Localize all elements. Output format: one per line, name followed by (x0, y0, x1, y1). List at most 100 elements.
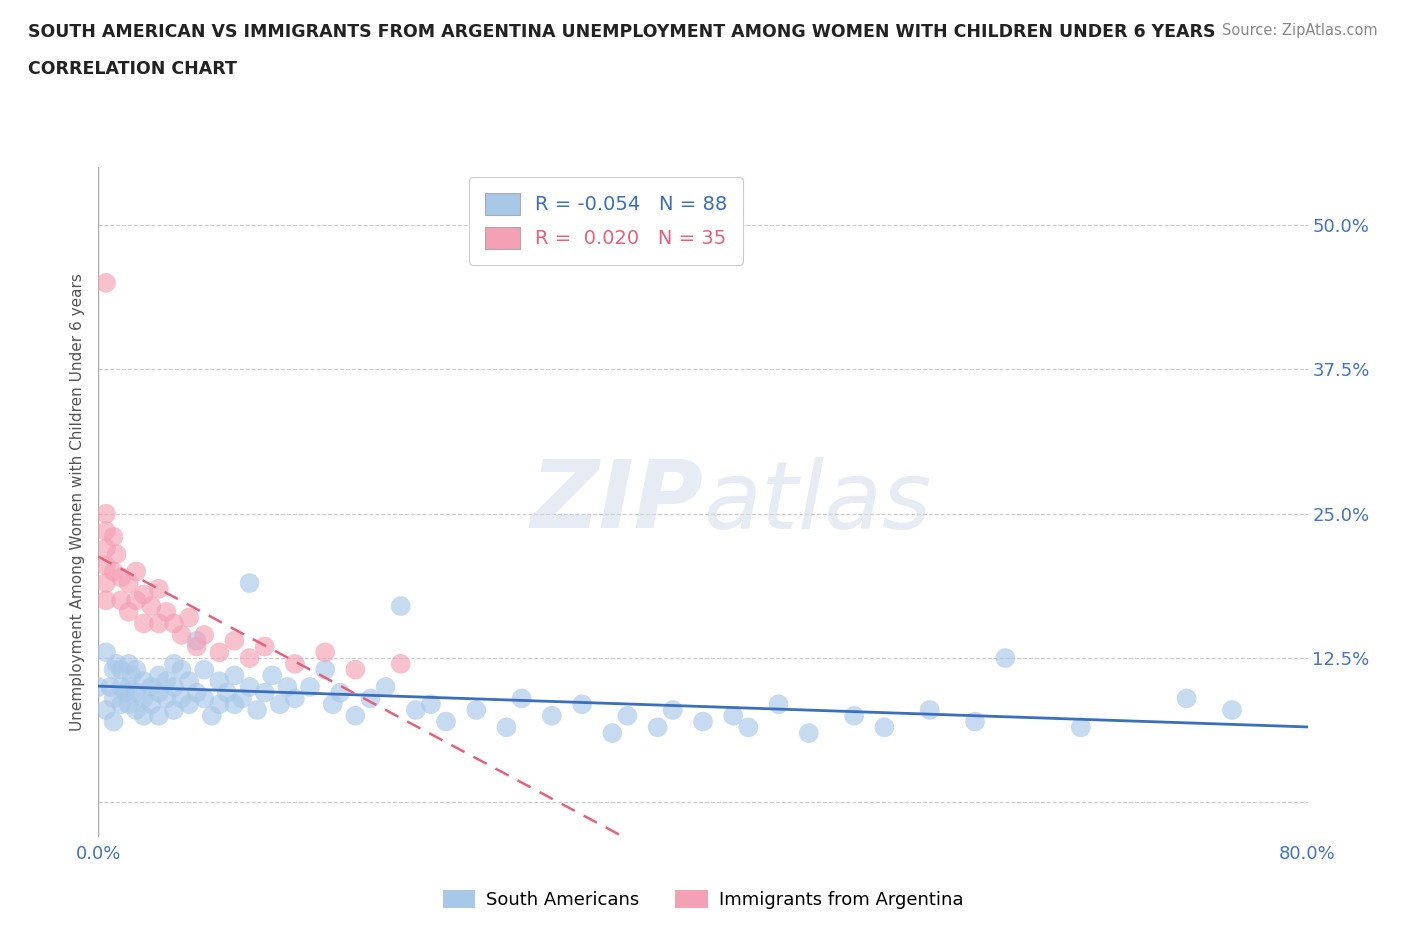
Point (100, 680, 122, 695)
Point (253, 639, 276, 654)
Point (105, 547, 128, 562)
Point (125, 702, 148, 717)
Point (94, 702, 117, 717)
Point (389, 657, 412, 671)
Text: atlas: atlas (703, 457, 931, 548)
Point (186, 685, 208, 700)
Point (322, 697, 344, 711)
Point (797, 725, 820, 740)
Point (132, 691, 155, 706)
Point (132, 673, 155, 688)
Point (224, 633, 246, 648)
Point (737, 720, 759, 735)
Point (465, 702, 488, 717)
Point (201, 709, 224, 724)
Point (155, 691, 177, 706)
Point (125, 662, 148, 677)
Point (163, 680, 186, 695)
Point (103, 691, 125, 706)
Point (148, 668, 170, 683)
Point (193, 691, 215, 706)
Point (193, 662, 215, 677)
Point (692, 714, 714, 729)
Point (844, 709, 866, 724)
Point (94, 644, 117, 659)
Point (87, 680, 110, 695)
Point (1220, 702, 1243, 717)
Point (918, 702, 941, 717)
Point (284, 691, 307, 706)
Point (118, 604, 141, 619)
Point (768, 697, 790, 711)
Point (105, 657, 128, 671)
Point (208, 697, 231, 711)
Point (148, 685, 170, 700)
Point (231, 691, 253, 706)
Point (1175, 691, 1198, 706)
Text: ZIP: ZIP (530, 457, 703, 548)
Point (602, 725, 624, 740)
Point (121, 668, 143, 683)
Point (329, 685, 352, 700)
Point (148, 616, 170, 631)
Legend: South Americans, Immigrants from Argentina: South Americans, Immigrants from Argenti… (436, 883, 970, 916)
Point (723, 709, 745, 724)
Point (239, 576, 262, 591)
Point (389, 599, 412, 614)
Point (103, 529, 125, 544)
Point (155, 604, 177, 619)
Point (571, 697, 593, 711)
Point (360, 691, 382, 706)
Point (118, 657, 141, 671)
Point (314, 644, 336, 659)
Point (118, 576, 141, 591)
Point (179, 610, 201, 625)
Point (163, 702, 186, 717)
Point (873, 720, 896, 735)
Point (132, 709, 155, 724)
Point (94, 593, 117, 608)
Point (186, 639, 208, 654)
Point (103, 564, 125, 578)
Point (132, 616, 155, 631)
Point (246, 702, 269, 717)
Point (186, 633, 208, 648)
Point (344, 662, 367, 677)
Point (179, 673, 201, 688)
Point (118, 697, 141, 711)
Text: CORRELATION CHART: CORRELATION CHART (28, 60, 238, 78)
Point (125, 685, 148, 700)
Point (405, 702, 427, 717)
Point (434, 714, 457, 729)
Point (510, 691, 533, 706)
Point (540, 709, 562, 724)
Point (170, 662, 193, 677)
Point (314, 662, 336, 677)
Point (374, 680, 396, 695)
Point (110, 593, 132, 608)
Text: SOUTH AMERICAN VS IMMIGRANTS FROM ARGENTINA UNEMPLOYMENT AMONG WOMEN WITH CHILDR: SOUTH AMERICAN VS IMMIGRANTS FROM ARGENT… (28, 23, 1216, 41)
Point (141, 599, 163, 614)
Point (94, 541, 117, 556)
Point (420, 697, 443, 711)
Point (118, 680, 141, 695)
Point (114, 685, 136, 700)
Point (239, 680, 262, 695)
Y-axis label: Unemployment Among Women with Children Under 6 years: Unemployment Among Women with Children U… (69, 273, 84, 731)
Point (647, 720, 669, 735)
Point (208, 644, 231, 659)
Point (163, 657, 186, 671)
Point (103, 714, 125, 729)
Point (94, 576, 117, 591)
Point (284, 657, 307, 671)
Point (224, 697, 246, 711)
Point (110, 662, 132, 677)
Point (148, 709, 170, 724)
Point (163, 616, 186, 631)
Point (994, 651, 1017, 666)
Point (125, 564, 148, 578)
Text: Source: ZipAtlas.com: Source: ZipAtlas.com (1222, 23, 1378, 38)
Point (94, 275, 117, 290)
Point (344, 709, 367, 724)
Point (94, 506, 117, 521)
